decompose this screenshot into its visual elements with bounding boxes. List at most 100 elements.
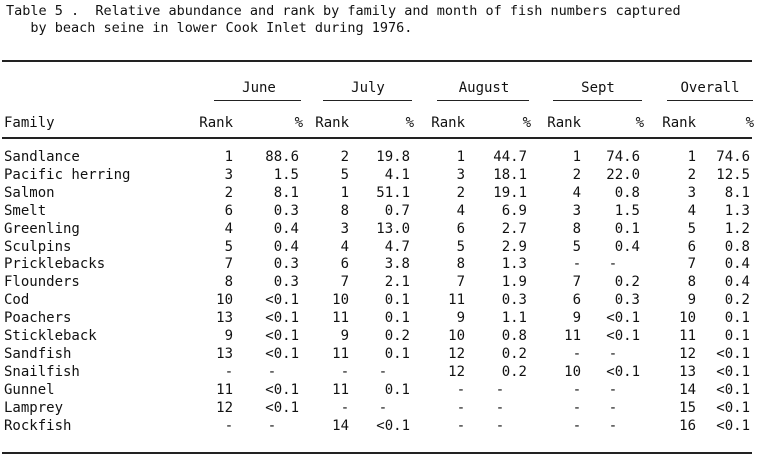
- header-rule: [2, 137, 752, 139]
- june-underline: [214, 100, 301, 101]
- percent-july: 19.8: [376, 149, 410, 165]
- rank-august: 2: [456, 184, 465, 201]
- family-name: Rockfish: [4, 417, 72, 434]
- percent-june: 1.5: [273, 166, 299, 183]
- header-pct-overall: %: [745, 115, 754, 131]
- caption-line-1: Table 5 . Relative abundance and rank by…: [6, 3, 681, 19]
- rank-july: 14: [332, 417, 349, 434]
- header-rank-sept: Rank: [547, 115, 581, 131]
- percent-august: 1.9: [501, 274, 527, 291]
- rank-june: 8: [224, 274, 233, 291]
- percent-sept: <0.1: [606, 310, 640, 327]
- rank-august: 8: [456, 256, 465, 273]
- rank-june: 3: [224, 166, 233, 183]
- percent-sept: <0.1: [606, 328, 640, 344]
- rank-june: 5: [224, 238, 233, 255]
- rank-july: -: [340, 399, 350, 416]
- family-name: Cod: [4, 292, 30, 309]
- percent-august: 0.8: [501, 328, 527, 344]
- percent-june: <0.1: [265, 345, 299, 362]
- family-name: Smelt: [4, 202, 47, 219]
- rank-august: 10: [448, 328, 465, 344]
- percent-july: 13.0: [376, 220, 410, 237]
- rank-sept: -: [572, 345, 582, 362]
- percent-june: -: [267, 417, 277, 434]
- percent-august: -: [495, 417, 505, 434]
- rank-overall: 3: [687, 184, 696, 201]
- rank-overall: 6: [687, 238, 696, 255]
- percent-sept: 0.3: [614, 292, 640, 309]
- rank-august: 9: [456, 310, 465, 327]
- rank-sept: 7: [572, 274, 581, 291]
- family-name: Lamprey: [4, 399, 64, 416]
- percent-august: 2.7: [501, 220, 527, 237]
- percent-august: 44.7: [493, 149, 527, 165]
- rank-august: 12: [448, 345, 465, 362]
- rank-june: -: [224, 417, 234, 434]
- rank-sept: 10: [564, 363, 581, 380]
- header-pct-june: %: [294, 115, 303, 131]
- rank-july: 1: [340, 184, 349, 201]
- month-overall: Overall: [680, 80, 740, 96]
- percent-june: 8.1: [273, 184, 299, 201]
- rank-july: 11: [332, 381, 349, 398]
- percent-july: 2.1: [384, 274, 410, 291]
- header-pct-sept: %: [635, 115, 644, 131]
- percent-overall: 12.5: [716, 166, 750, 183]
- rank-july: 8: [340, 202, 349, 219]
- rank-august: 4: [456, 202, 465, 219]
- rank-overall: 15: [679, 399, 696, 416]
- overall-underline: [667, 100, 753, 101]
- rank-overall: 4: [687, 202, 696, 219]
- percent-overall: 0.1: [724, 310, 750, 327]
- family-name: Poachers: [4, 310, 72, 327]
- rank-june: 13: [216, 310, 233, 327]
- rank-overall: 10: [679, 310, 696, 327]
- percent-sept: 22.0: [606, 166, 640, 183]
- rank-sept: -: [572, 417, 582, 434]
- percent-june: <0.1: [265, 292, 299, 309]
- family-name: Snailfish: [4, 363, 80, 380]
- rank-june: -: [224, 363, 234, 380]
- percent-overall: 1.3: [724, 202, 750, 219]
- percent-july: 0.1: [384, 381, 410, 398]
- family-name: Sandlance: [4, 149, 80, 165]
- header-rank-august: Rank: [431, 115, 465, 131]
- family-name: Gunnel: [4, 381, 55, 398]
- rank-sept: -: [572, 381, 582, 398]
- rank-august: 1: [456, 149, 465, 165]
- rank-june: 1: [224, 149, 233, 165]
- rank-august: 5: [456, 238, 465, 255]
- bottom-rule: [2, 452, 752, 454]
- percent-august: 1.1: [501, 310, 527, 327]
- percent-sept: -: [608, 256, 618, 273]
- percent-june: -: [267, 363, 277, 380]
- rank-july: 4: [340, 238, 349, 255]
- month-sept: Sept: [581, 80, 615, 96]
- percent-august: -: [495, 381, 505, 398]
- percent-august: 1.3: [501, 256, 527, 273]
- july-underline: [323, 100, 412, 101]
- percent-overall: 0.8: [724, 238, 750, 255]
- percent-overall: <0.1: [716, 381, 750, 398]
- percent-sept: <0.1: [606, 363, 640, 380]
- percent-overall: 1.2: [724, 220, 750, 237]
- percent-august: 18.1: [493, 166, 527, 183]
- rank-sept: -: [572, 256, 582, 273]
- rank-overall: 12: [679, 345, 696, 362]
- percent-july: 4.1: [384, 166, 410, 183]
- header-rank-july: Rank: [315, 115, 349, 131]
- rank-june: 13: [216, 345, 233, 362]
- family-name: Sculpins: [4, 238, 72, 255]
- percent-june: <0.1: [265, 310, 299, 327]
- family-name: Sandfish: [4, 345, 72, 362]
- rank-june: 2: [224, 184, 233, 201]
- rank-july: 11: [332, 345, 349, 362]
- percent-sept: -: [608, 345, 618, 362]
- family-name: Pricklebacks: [4, 256, 106, 273]
- percent-july: 0.1: [384, 345, 410, 362]
- rank-august: 12: [448, 363, 465, 380]
- sept-underline: [553, 100, 642, 101]
- rank-july: 10: [332, 292, 349, 309]
- percent-july: 0.7: [384, 202, 410, 219]
